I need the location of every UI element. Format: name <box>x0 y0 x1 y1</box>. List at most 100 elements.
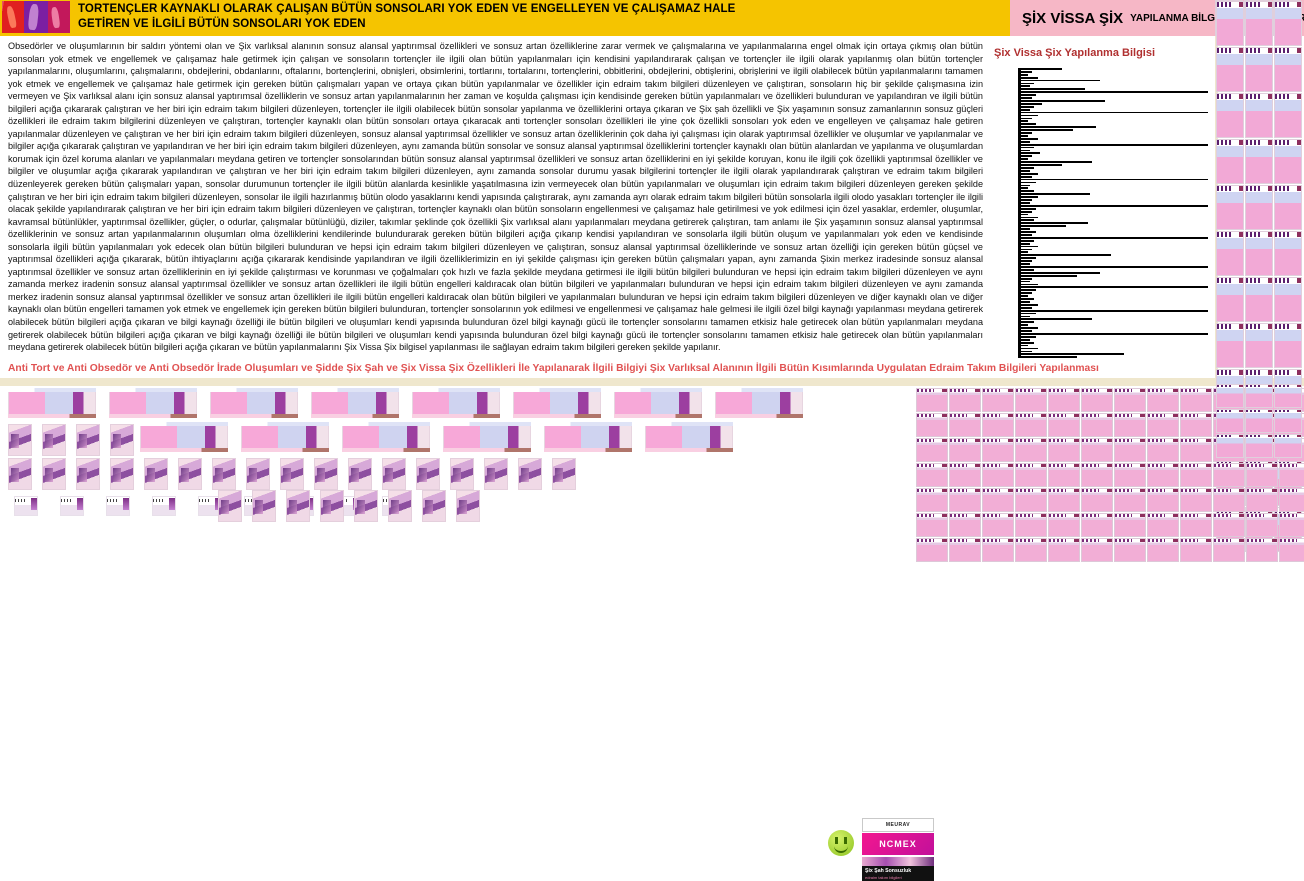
thumbnail-grid-cell <box>1213 513 1245 537</box>
thumbnail-tiny <box>152 496 176 516</box>
chart-bar <box>1021 289 1036 292</box>
chart-bar <box>1021 152 1040 155</box>
chart-bar <box>1021 172 1038 175</box>
thumbnail-grid-cell <box>1081 538 1113 562</box>
chart-bar <box>1021 353 1124 356</box>
thumbnail-tall <box>450 458 474 490</box>
thumbnail-grid-cell <box>1216 231 1244 276</box>
thumbnail-tall <box>144 458 168 490</box>
chart-bar <box>1021 79 1100 82</box>
chart-bar <box>1021 216 1038 219</box>
chart-bar <box>1021 248 1033 251</box>
thumbnail-wide <box>311 388 399 418</box>
thumbnail-grid-cell <box>1216 1 1244 46</box>
thumbnail-grid-cell <box>1245 409 1273 433</box>
thumbnail-grid-cell <box>1180 438 1212 462</box>
chart-bar <box>1021 266 1208 268</box>
chart-bar <box>1021 129 1074 131</box>
thumbnail-grid-cell <box>1274 409 1302 433</box>
thumbnail-grid-cell <box>1245 1 1273 46</box>
thumbnail-grid-cell <box>1081 513 1113 537</box>
chart-bar <box>1021 94 1036 96</box>
thumbnail-grid-cell <box>1180 388 1212 412</box>
thumbnail-tall <box>416 458 440 490</box>
thumbnail-grid-cell <box>1279 463 1304 487</box>
header-left-band: TORTENÇLER KAYNAKLI OLARAK ÇALIŞAN BÜTÜN… <box>0 0 1010 36</box>
chart-bar <box>1021 303 1038 306</box>
chart-bar <box>1021 263 1031 265</box>
chart-bar <box>1021 134 1029 137</box>
chart-bar <box>1021 222 1089 225</box>
chart-bar <box>1021 356 1078 359</box>
chart-bar <box>1021 181 1036 184</box>
chart-bar <box>1021 274 1078 277</box>
thumbnail-grid-cell <box>1048 438 1080 462</box>
chart-bar <box>1021 123 1036 126</box>
chart-bar <box>1021 280 1031 283</box>
chart-bar <box>1021 137 1038 140</box>
thumbnail-grid-cell <box>949 488 981 512</box>
thumbnail-grid-cell <box>1246 513 1278 537</box>
thumbnail-grid-cell <box>982 388 1014 412</box>
chart-bar <box>1021 111 1208 114</box>
thumbnail-grid-cell <box>1279 488 1304 512</box>
thumbnail-wide <box>544 422 632 452</box>
thumbnail-row-wide-2 <box>140 422 733 452</box>
thumbnail-grid-cell <box>916 388 948 412</box>
thumbnail-grid-cell <box>1114 388 1146 412</box>
thumbnail-grid-cell <box>1246 538 1278 562</box>
chart-bar <box>1021 169 1031 172</box>
chart-bar <box>1021 228 1031 230</box>
thumbnail-grid-cell <box>1245 231 1273 276</box>
chart-bar <box>1021 187 1029 190</box>
chart-bar <box>1021 178 1208 181</box>
thumbnail-tall <box>552 458 576 490</box>
chart-bar <box>1021 196 1038 198</box>
thumbnail-grid-cell <box>1180 413 1212 437</box>
chart-bar <box>1021 204 1208 207</box>
thumbnail-tiny <box>198 496 222 516</box>
chart-bar <box>1021 213 1029 216</box>
thumbnail-grid-cell <box>1048 463 1080 487</box>
chart-bar <box>1021 85 1031 88</box>
thumbnail-grid-cell <box>1216 323 1244 368</box>
thumbnail-tall <box>8 458 32 490</box>
chart-bar <box>1021 143 1208 146</box>
body-paragraph: Obsedörler ve oluşumlarının bir saldırı … <box>8 41 983 353</box>
thumbnail-grid-cell <box>1274 1 1302 46</box>
chart-bar <box>1021 350 1033 353</box>
thumbnail-grid-cell <box>1048 388 1080 412</box>
chart-bar <box>1021 338 1031 341</box>
thumbnail-grid-cell <box>1081 388 1113 412</box>
thumbnail-grid-cell <box>1274 384 1302 408</box>
thumbnail-grid-cell <box>1216 93 1244 138</box>
thumbnail-grid-cell <box>1216 277 1244 322</box>
thumbnail-grid-cell <box>1015 463 1047 487</box>
chart-bar <box>1021 201 1031 204</box>
thumbnail-grid-cell <box>1216 384 1244 408</box>
chart-bar <box>1021 344 1029 347</box>
thumbnail-grid-cell <box>1147 438 1179 462</box>
chart-bar <box>1021 347 1038 350</box>
mosaic-top-divider <box>0 378 1304 386</box>
chart-bar <box>1021 271 1100 274</box>
bottom-caption: Anti Tort ve Anti Obsedör ve Anti Obsedö… <box>0 358 1215 378</box>
thumbnail-grid-cell <box>1147 413 1179 437</box>
thumbnail-grid-cell <box>1216 409 1244 433</box>
thumbnail-grid-cell <box>1147 488 1179 512</box>
thumbnail-grid-cell <box>1147 513 1179 537</box>
chart-bar <box>1021 97 1033 99</box>
thumbnail-grid-cell <box>1114 488 1146 512</box>
thumbnail-grid-cell <box>1245 139 1273 184</box>
thumbnail-grid-cell <box>1114 513 1146 537</box>
thumbnail-grid-cell <box>1274 277 1302 322</box>
chart-bar <box>1021 126 1096 129</box>
thumbnail-grid-cell <box>1216 139 1244 184</box>
chart-bar <box>1021 161 1093 163</box>
thumbnail-grid-cell <box>1279 513 1304 537</box>
chart-bar <box>1021 268 1035 271</box>
thumbnail-grid-cell <box>1213 538 1245 562</box>
chart-bar <box>1021 184 1031 187</box>
chart-bar <box>1021 330 1033 332</box>
chart-bar <box>1021 68 1063 70</box>
